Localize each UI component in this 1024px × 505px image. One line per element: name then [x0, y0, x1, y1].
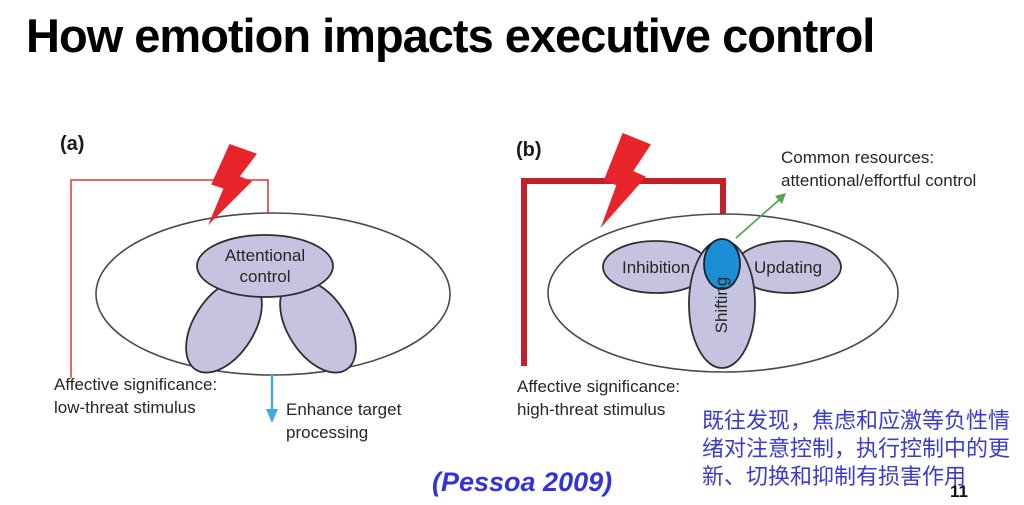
common-resource-node [703, 238, 741, 290]
updating-label: Updating [753, 258, 823, 277]
panel-a-label: (a) [60, 133, 85, 155]
common-resources-label: Common resources: attentional/effortful … [781, 148, 977, 190]
panel-b-label: (b) [516, 139, 542, 161]
enhance-target-label: Enhance target processing [286, 400, 402, 442]
citation: (Pessoa 2009) [432, 467, 613, 497]
common-resources-arrowhead [775, 193, 786, 204]
common-resources-arrow [735, 199, 780, 239]
attentional-control-label: Attentional control [224, 246, 306, 286]
threat-path-a [70, 179, 269, 378]
lightning-bolt-a-icon [208, 144, 257, 225]
lightning-bolt-b-icon [600, 133, 651, 228]
page-number: 11 [950, 482, 968, 501]
affective-note-a: Affective significance: low-threat stimu… [54, 375, 218, 417]
chinese-annotation: 既往发现，焦虑和应激等负性情 绪对注意控制，执行控制中的更 新、切换和抑制有损害… [702, 408, 1011, 489]
affective-note-b: Affective significance: high-threat stim… [517, 377, 681, 419]
slide-title: How emotion impacts executive control [26, 9, 875, 62]
shifting-label: Shifting [712, 276, 731, 334]
attentional-control-ellipse [196, 234, 334, 298]
enhance-arrowhead [266, 409, 278, 423]
inhibition-label: Inhibition [621, 258, 691, 277]
